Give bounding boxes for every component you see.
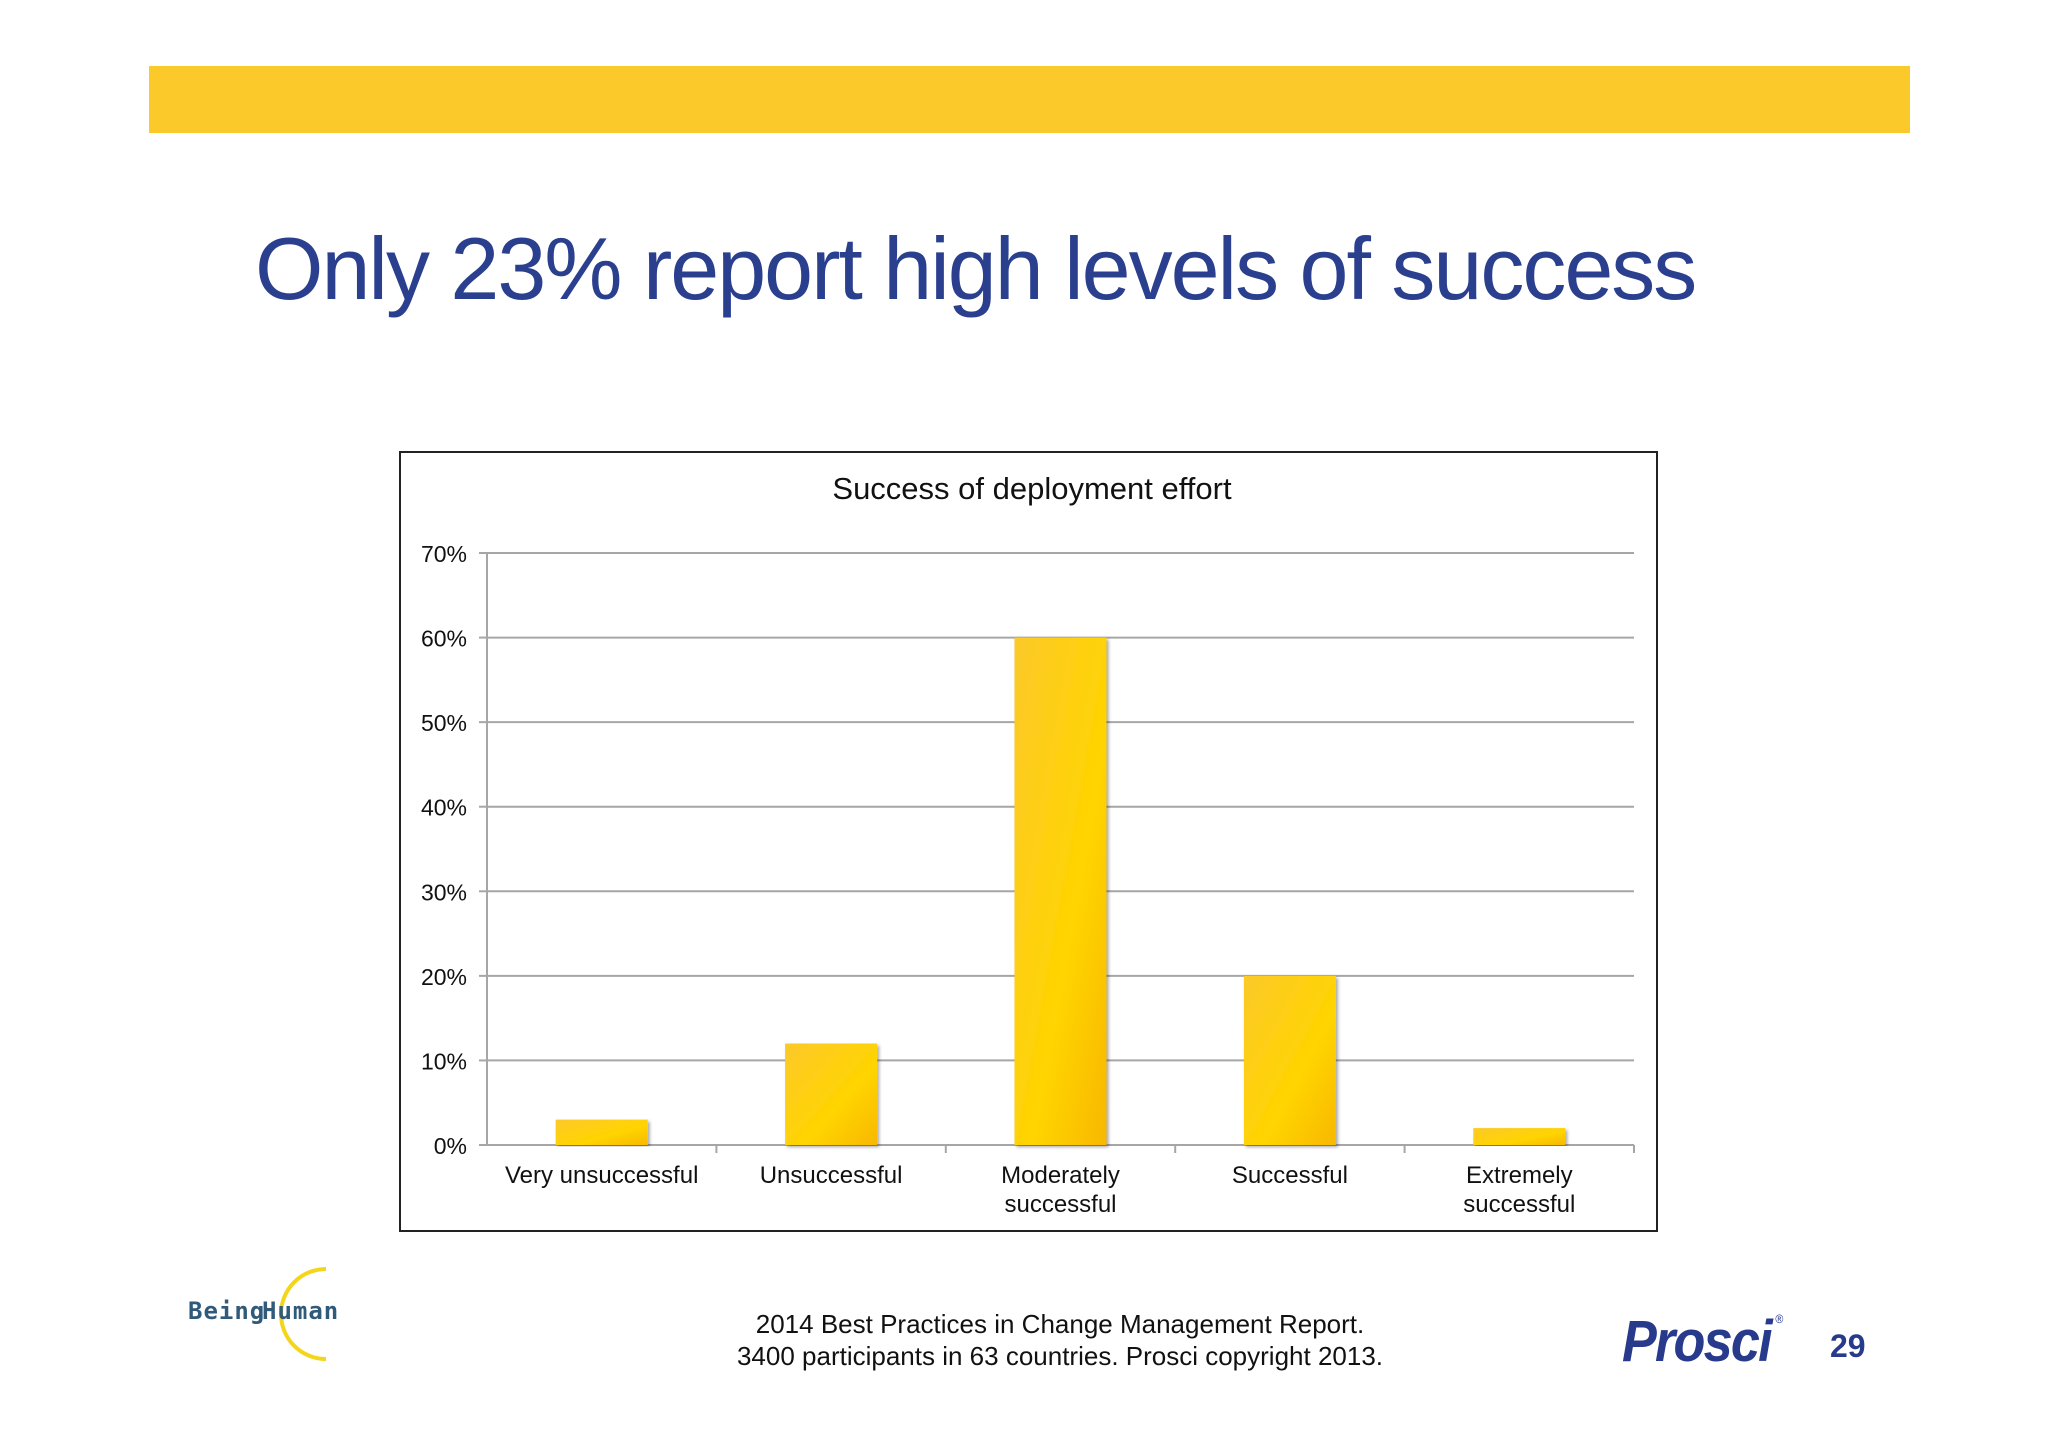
bar (1014, 637, 1107, 1145)
y-tick-label: 0% (434, 1133, 467, 1159)
axis-labels: 0% 10% 20% 30% 40% 50% 60% 70% Very unsuccessful… (421, 541, 1575, 1218)
y-tick-label: 10% (421, 1048, 467, 1074)
y-tick-label: 60% (421, 626, 467, 652)
bar (1473, 1128, 1566, 1145)
y-tick-label: 30% (421, 879, 467, 905)
bar (555, 1119, 648, 1145)
prosci-logo-text: Prosci (1622, 1309, 1773, 1374)
x-category-label: Moderately (1001, 1162, 1120, 1189)
slide-title: Only 23% report high levels of success (255, 219, 1697, 318)
chart-title: Success of deployment effort (832, 471, 1232, 506)
source-line-2: 3400 participants in 63 countries. Prosc… (736, 1341, 1384, 1371)
y-tick-label: 70% (421, 541, 467, 567)
chart-frame: Success of deployment effort 0% 10% 20% 30%… (399, 451, 1658, 1232)
bar (785, 1043, 878, 1145)
x-category-label: successful (1004, 1191, 1116, 1218)
crescent-icon (279, 1267, 327, 1361)
source-note: 2014 Best Practices in Change Management… (660, 1308, 1460, 1372)
bar-chart: Success of deployment effort 0% 10% 20% 30%… (421, 471, 1635, 1218)
y-tick-label: 50% (421, 710, 467, 736)
x-category-label: Extremely (1466, 1162, 1573, 1189)
logo-being-word: Being (188, 1297, 266, 1325)
logo-human-word: Human (262, 1297, 340, 1325)
page-number: 29 (1830, 1328, 1866, 1364)
bars (555, 637, 1566, 1145)
x-category-label: Very unsuccessful (505, 1162, 698, 1189)
y-tick-label: 40% (421, 795, 467, 821)
top-accent-band (149, 66, 1910, 133)
source-line-1: 2014 Best Practices in Change Management… (755, 1309, 1365, 1339)
y-tick-label: 20% (421, 964, 467, 990)
x-category-label: Successful (1232, 1162, 1348, 1189)
x-category-label: Unsuccessful (760, 1162, 903, 1189)
registered-mark: ® (1775, 1312, 1784, 1326)
bar (1243, 975, 1336, 1145)
being-human-logo: Being Human (186, 1263, 346, 1363)
x-category-label: successful (1463, 1191, 1575, 1218)
prosci-logo: Prosci ® (1622, 1308, 1783, 1375)
